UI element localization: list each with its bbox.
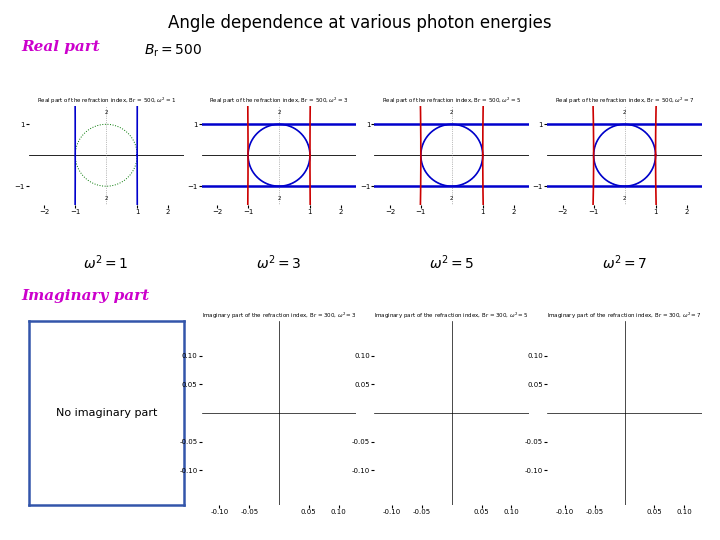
Text: Real part: Real part [22,40,100,55]
Text: 2: 2 [450,110,454,114]
Text: 2: 2 [623,110,626,114]
Text: 2: 2 [450,196,454,201]
Text: $\omega^2 = 1$: $\omega^2 = 1$ [84,254,129,272]
Title: Imaginary part of the refraction index, Br = 300, $\omega^2 = 5$: Imaginary part of the refraction index, … [374,311,529,321]
Text: 2: 2 [104,110,108,114]
Text: $\omega^2 = 3$: $\omega^2 = 3$ [256,254,302,272]
Text: 2: 2 [623,196,626,201]
Title: Imaginary part of the refraction index, Br = 300, $\omega^2 = 7$: Imaginary part of the refraction index, … [547,311,702,321]
Title: Imaginary part of the refraction index, Br = 300, $\omega^2 = 3$: Imaginary part of the refraction index, … [202,311,356,321]
Text: $\omega^2 = 5$: $\omega^2 = 5$ [429,254,474,272]
Title: Real part of the refraction index, Br = 500, $\omega^2 = 5$: Real part of the refraction index, Br = … [382,96,521,106]
Title: Real part of the refraction index, Br = 500, $\omega^2 = 7$: Real part of the refraction index, Br = … [555,96,694,106]
Text: $\omega^2 = 7$: $\omega^2 = 7$ [602,254,647,272]
Text: 2: 2 [277,110,281,114]
Text: 2: 2 [104,196,108,201]
Text: Imaginary part: Imaginary part [22,289,150,303]
Title: Real part of the refraction index, Br = 500, $\omega^2 = 1$: Real part of the refraction index, Br = … [37,96,176,106]
Text: Angle dependence at various photon energies: Angle dependence at various photon energ… [168,14,552,31]
Text: 2: 2 [277,196,281,201]
Text: No imaginary part: No imaginary part [55,408,157,418]
Title: Real part of the refraction index, Br = 500, $\omega^2 = 3$: Real part of the refraction index, Br = … [210,96,348,106]
Text: $B_{\rm r} = 500$: $B_{\rm r} = 500$ [144,42,202,58]
